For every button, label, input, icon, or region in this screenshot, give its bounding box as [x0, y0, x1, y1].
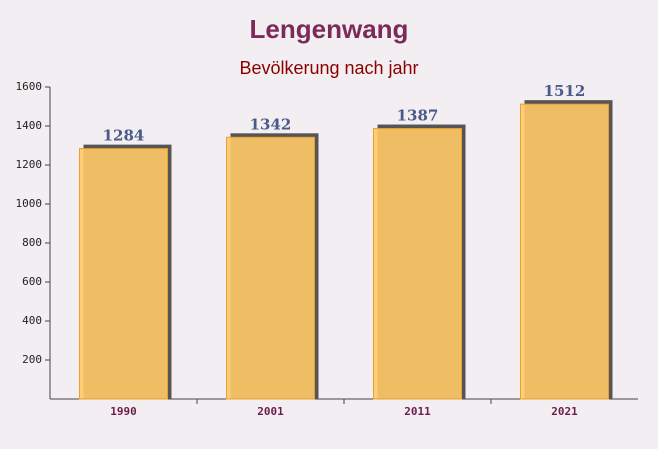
- bar: [373, 128, 462, 400]
- y-tick-label: 1600: [16, 80, 43, 93]
- x-tick-label: 2021: [551, 405, 578, 418]
- bar: [520, 103, 609, 400]
- chart-subtitle: Bevölkerung nach jahr: [239, 58, 418, 78]
- y-tick-label: 400: [22, 314, 42, 327]
- y-tick-label: 1200: [16, 158, 43, 171]
- bar: [79, 148, 168, 400]
- value-label: 1284: [103, 127, 145, 145]
- bar: [226, 136, 315, 400]
- value-label: 1512: [544, 82, 586, 100]
- y-tick-label: 800: [22, 236, 42, 249]
- y-tick-label: 200: [22, 353, 42, 366]
- chart-title: Lengenwang: [250, 14, 409, 44]
- x-tick-label: 1990: [110, 405, 137, 418]
- value-label: 1387: [397, 107, 439, 125]
- y-tick-label: 600: [22, 275, 42, 288]
- y-tick-label: 1000: [16, 197, 43, 210]
- value-label: 1342: [250, 115, 292, 133]
- x-tick-label: 2011: [404, 405, 431, 418]
- x-tick-label: 2001: [257, 405, 284, 418]
- y-tick-label: 1400: [16, 119, 43, 132]
